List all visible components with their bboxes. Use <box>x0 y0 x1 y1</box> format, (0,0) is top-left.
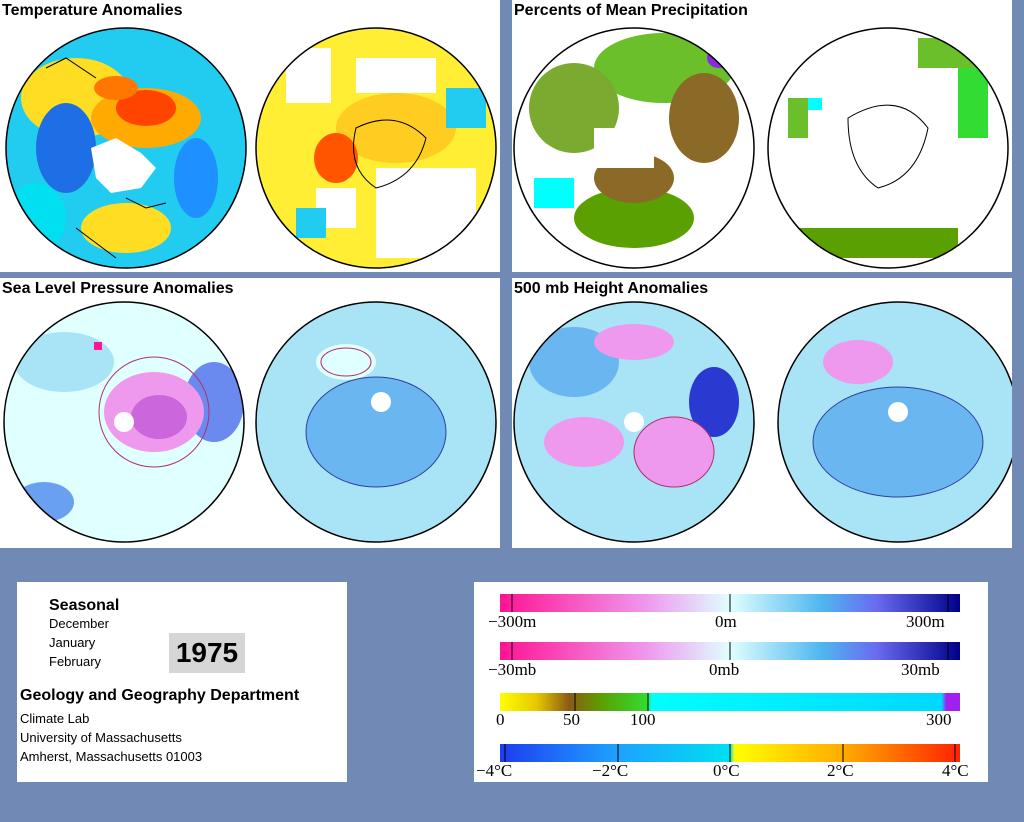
info-box: Seasonal December January February Geolo… <box>17 582 347 782</box>
height-colorbar <box>500 594 960 612</box>
panel-title: 500 mb Height Anomalies <box>512 278 713 299</box>
year-label: 1975 <box>169 633 245 673</box>
temperature-panel: Temperature Anomalies <box>0 0 500 272</box>
info-line-1: Climate Lab <box>20 711 90 726</box>
globe-map-west <box>513 27 755 269</box>
temp-label-0: −4°C <box>476 761 513 780</box>
legend-box: −300m 0m 300m −30mb 0mb 30mb 0 50 100 30… <box>474 582 988 782</box>
panel-title: Sea Level Pressure Anomalies <box>0 278 238 299</box>
globe-map-east <box>255 27 497 269</box>
precip-label-1: 50 <box>563 710 580 729</box>
temp-label-3: 2°C <box>827 761 854 780</box>
height-panel: 500 mb Height Anomalies <box>512 278 1012 548</box>
panel-title: Percents of Mean Precipitation <box>512 0 752 21</box>
height-label-max: 300m <box>906 612 945 631</box>
info-line-3: Amherst, Massachusetts 01003 <box>20 749 203 764</box>
temperature-colorbar <box>500 744 960 762</box>
precip-label-3: 300 <box>926 710 952 729</box>
precip-label-0: 0 <box>496 710 505 729</box>
temp-label-4: 4°C <box>942 761 969 780</box>
globe-map-east <box>255 301 497 543</box>
department: Geology and Geography Department <box>20 687 300 704</box>
pressure-label-mid: 0mb <box>709 660 740 679</box>
temp-label-2: 0°C <box>713 761 740 780</box>
month-1: December <box>49 616 109 631</box>
height-label-min: −300m <box>488 612 537 631</box>
precipitation-panel: Percents of Mean Precipitation <box>512 0 1012 272</box>
globe-map-east <box>777 301 1012 543</box>
precip-colorbar <box>500 693 960 711</box>
info-line-2: University of Massachusetts <box>20 730 182 745</box>
period-type: Seasonal <box>49 597 120 614</box>
pressure-label-max: 30mb <box>901 660 940 679</box>
globe-map-west <box>3 301 245 543</box>
globe-map-west <box>5 27 247 269</box>
month-2: January <box>49 635 96 650</box>
temp-label-1: −2°C <box>592 761 629 780</box>
globe-map-east <box>767 27 1009 269</box>
panel-title: Temperature Anomalies <box>0 0 187 21</box>
month-3: February <box>49 654 102 669</box>
pressure-panel: Sea Level Pressure Anomalies <box>0 278 500 548</box>
pressure-label-min: −30mb <box>488 660 537 679</box>
globe-map-west <box>513 301 755 543</box>
precip-label-2: 100 <box>630 710 656 729</box>
height-label-mid: 0m <box>715 612 737 631</box>
pressure-colorbar <box>500 642 960 660</box>
